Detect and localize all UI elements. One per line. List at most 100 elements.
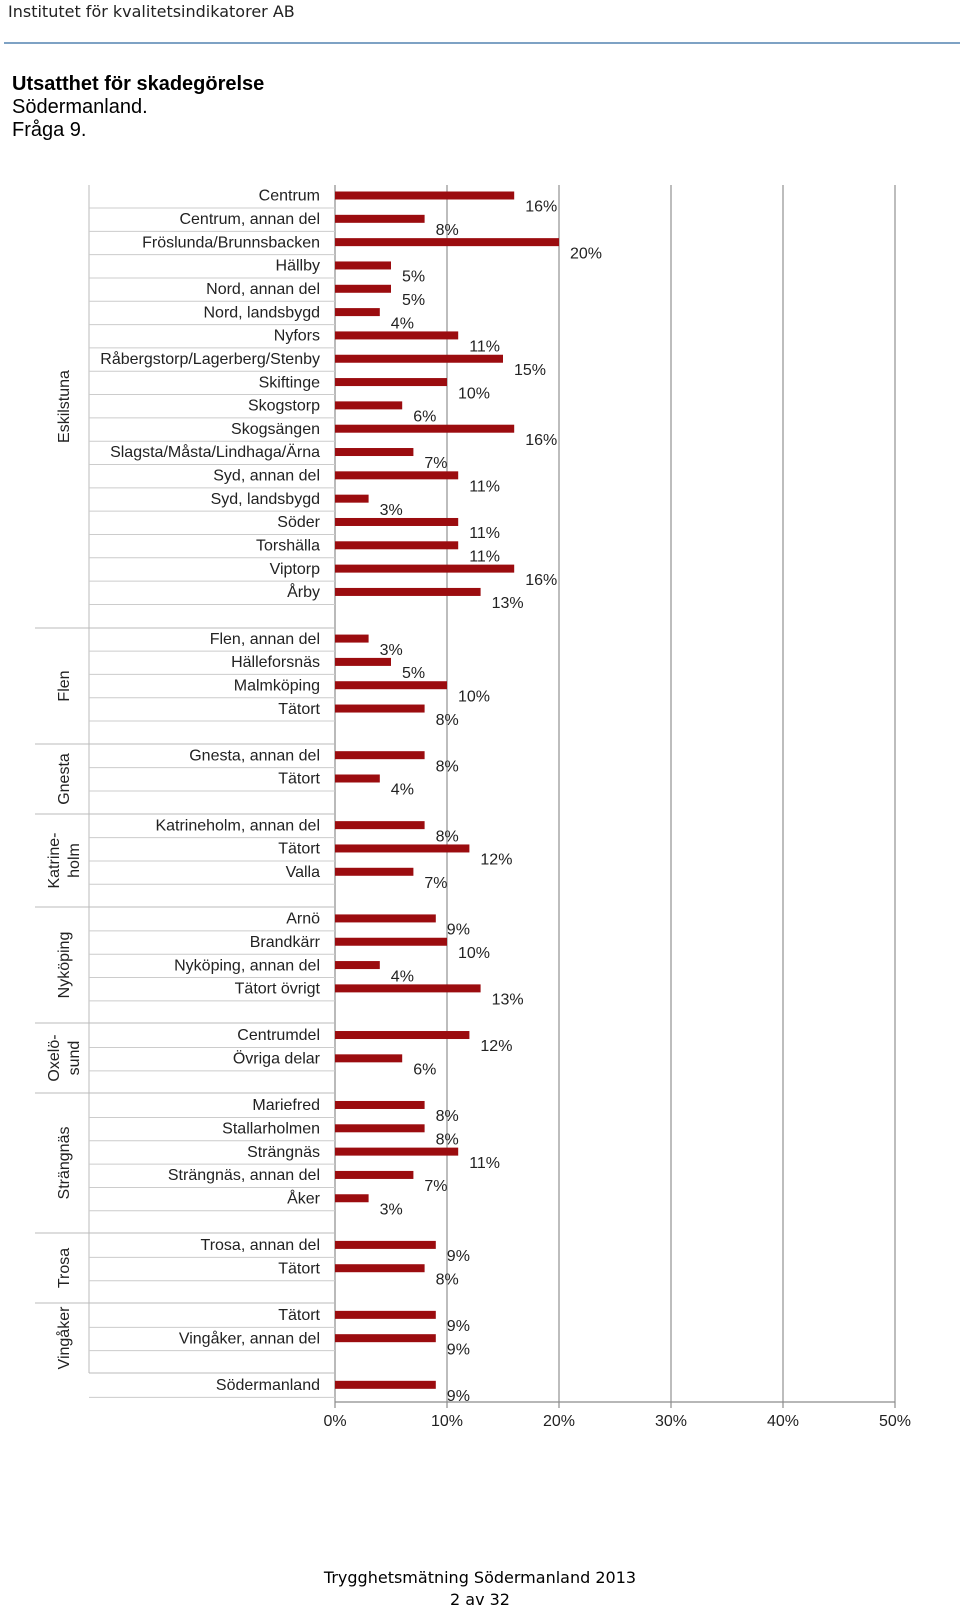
category-label: Övriga delar [233, 1050, 321, 1068]
data-label: 5% [402, 269, 425, 286]
category-label: Tätort [278, 841, 320, 858]
data-label: 16% [525, 199, 557, 216]
bar [335, 1264, 425, 1273]
bar [335, 1100, 425, 1109]
bar [335, 751, 425, 760]
bar [335, 1031, 470, 1040]
bar [335, 191, 515, 200]
category-label: Viptorp [270, 561, 321, 578]
data-label: 10% [458, 688, 490, 705]
data-label: 7% [424, 875, 447, 892]
category-label: Strängnäs [247, 1144, 320, 1161]
category-label: Stallarholmen [222, 1121, 320, 1138]
bar [335, 681, 447, 690]
data-label: 4% [391, 782, 414, 799]
data-label: 13% [492, 992, 524, 1009]
bar [335, 284, 391, 293]
data-label: 11% [469, 479, 500, 496]
bar [335, 354, 503, 363]
chart-subtitle-region: Södermanland. [12, 96, 148, 118]
category-label: Skogsängen [231, 421, 320, 438]
data-label: 8% [436, 758, 459, 775]
group-label: sund [66, 1041, 83, 1076]
bar [335, 494, 369, 503]
category-label: Tätort [278, 1260, 320, 1277]
data-label: 4% [391, 315, 414, 332]
bar [335, 238, 559, 247]
group-label: Oxelö- [46, 1034, 63, 1081]
category-label: Malmköping [234, 677, 320, 694]
data-label: 13% [492, 595, 524, 612]
bar [335, 1124, 425, 1133]
bar [335, 587, 481, 596]
group-label: Nyköping [56, 932, 73, 999]
chart-title: Utsatthet för skadegörelse [12, 73, 265, 95]
organization-name: Institutet för kvalitetsindikatorer AB [8, 2, 295, 21]
bar [335, 657, 391, 666]
category-label: Centrum, annan del [179, 211, 320, 228]
bar [335, 914, 436, 923]
bar [335, 821, 425, 830]
data-label: 6% [413, 1062, 436, 1079]
category-label: Trosa, annan del [201, 1237, 320, 1254]
bar [335, 984, 481, 993]
bar [335, 424, 515, 433]
data-label: 20% [570, 245, 602, 262]
data-label: 9% [447, 1318, 470, 1335]
category-label: Tätort [278, 1307, 320, 1324]
data-label: 8% [436, 828, 459, 845]
bar [335, 1334, 436, 1343]
category-label: Hällby [276, 258, 320, 275]
bar [335, 564, 515, 573]
bar [335, 1194, 369, 1203]
category-label: Centrum [259, 188, 320, 205]
category-label: Valla [286, 864, 320, 881]
data-label: 9% [447, 1388, 470, 1405]
data-label: 11% [469, 1155, 500, 1172]
data-label: 8% [436, 1132, 459, 1149]
data-label: 8% [436, 1271, 459, 1288]
x-tick-label: 10% [431, 1413, 463, 1430]
category-label: Råbergstorp/Lagerberg/Stenby [100, 350, 320, 368]
category-label: Mariefred [252, 1097, 320, 1114]
data-label: 8% [436, 1108, 459, 1125]
data-label: 3% [380, 502, 403, 519]
category-label: Arnö [286, 911, 320, 928]
bar [335, 261, 391, 270]
bar [335, 517, 459, 526]
category-label: Nord, landsbygd [203, 304, 320, 321]
data-label: 9% [447, 922, 470, 939]
group-label: Vingåker [55, 1306, 73, 1370]
bar [335, 634, 369, 643]
x-tick-label: 40% [767, 1413, 799, 1430]
x-tick-label: 20% [543, 1413, 575, 1430]
bar [335, 541, 459, 550]
bar [335, 214, 425, 223]
category-label: Vingåker, annan del [179, 1329, 320, 1347]
category-label: Skogstorp [248, 398, 320, 415]
category-label: Skiftinge [259, 374, 320, 391]
bar [335, 331, 459, 340]
bar [335, 1310, 436, 1319]
category-label: Tätort övrigt [235, 981, 321, 998]
bar [335, 1054, 403, 1063]
category-label: Flen, annan del [210, 631, 320, 648]
bar [335, 844, 470, 853]
data-label: 5% [402, 665, 425, 682]
data-label: 3% [380, 1201, 403, 1218]
bar [335, 774, 380, 783]
category-label: Söder [277, 514, 320, 531]
data-label: 16% [525, 432, 557, 449]
group-label: holm [66, 843, 83, 878]
data-label: 11% [469, 525, 500, 542]
footer-page-number: 2 av 32 [450, 1590, 510, 1609]
footer-report-title: Trygghetsmätning Södermanland 2013 [323, 1568, 637, 1587]
data-label: 12% [480, 852, 512, 869]
data-label: 7% [424, 455, 447, 472]
group-label: Eskilstuna [56, 370, 73, 443]
category-label: Slagsta/Måsta/Lindhaga/Ärna [110, 443, 320, 461]
group-label: Gnesta [56, 753, 73, 805]
data-label: 16% [525, 572, 557, 589]
